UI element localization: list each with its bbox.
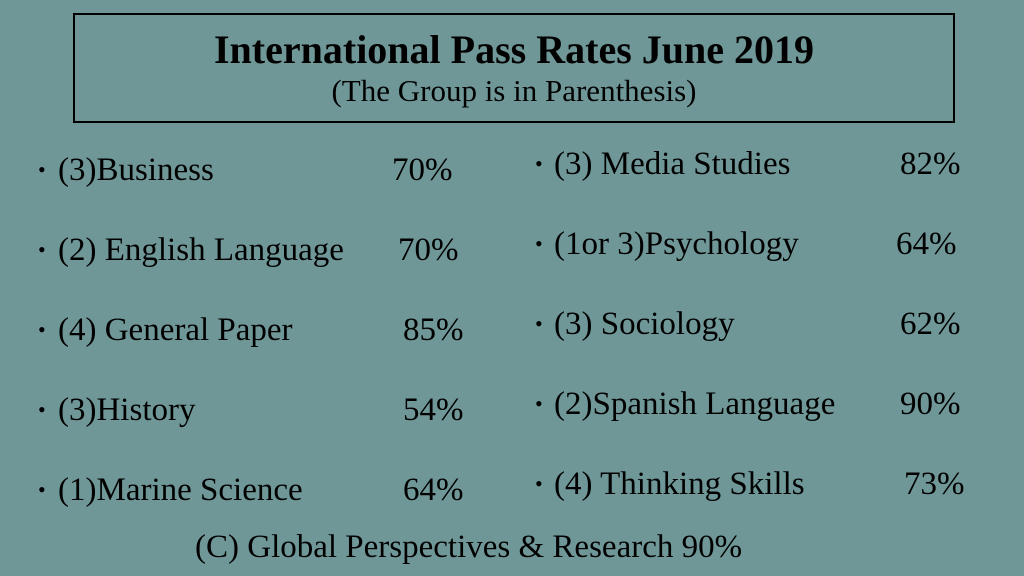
bullet-icon: •	[535, 391, 543, 416]
rate-thinking-skills: 73%	[904, 466, 965, 502]
rate-media-studies: 82%	[900, 146, 961, 182]
subject-sociology: (3) Sociology	[554, 306, 735, 342]
subject-spanish-language: (2)Spanish Language	[554, 386, 836, 422]
subject-marine-science: (1)Marine Science	[58, 472, 303, 508]
subject-general-paper: (4) General Paper	[58, 312, 293, 348]
bullet-icon: •	[535, 471, 543, 496]
page-subtitle: (The Group is in Parenthesis)	[331, 73, 697, 108]
rate-marine-science: 64%	[403, 472, 464, 508]
rate-psychology: 64%	[896, 226, 957, 262]
rate-english-language: 70%	[398, 232, 459, 268]
subject-thinking-skills: (4) Thinking Skills	[554, 466, 805, 502]
rate-spanish-language: 90%	[900, 386, 961, 422]
subject-media-studies: (3) Media Studies	[554, 146, 791, 182]
bullet-icon: •	[38, 317, 46, 342]
rate-sociology: 62%	[900, 306, 961, 342]
bullet-icon: •	[38, 397, 46, 422]
rate-business: 70%	[392, 152, 453, 188]
rate-history: 54%	[403, 392, 464, 428]
page-title: International Pass Rates June 2019	[213, 27, 815, 72]
bullet-icon: •	[38, 237, 46, 262]
rate-general-paper: 85%	[403, 312, 464, 348]
title-box: International Pass Rates June 2019 (The …	[73, 13, 955, 123]
subject-business: (3)Business	[58, 152, 214, 188]
bullet-icon: •	[38, 477, 46, 502]
subject-psychology: (1or 3)Psychology	[554, 226, 799, 262]
bullet-icon: •	[38, 157, 46, 182]
subject-english-language: (2) English Language	[58, 232, 344, 268]
subject-history: (3)History	[58, 392, 196, 428]
footer-global-perspectives: (C) Global Perspectives & Research 90%	[195, 529, 743, 565]
bullet-icon: •	[535, 311, 543, 336]
bullet-icon: •	[535, 151, 543, 176]
bullet-icon: •	[535, 231, 543, 256]
